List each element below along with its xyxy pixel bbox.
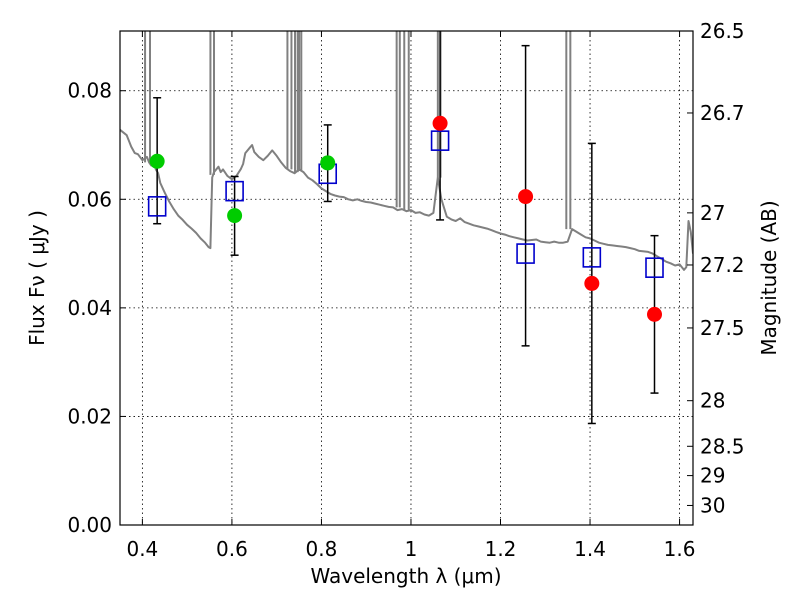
emission-line-spike	[209, 31, 216, 175]
right-y-tick-label: 27.2	[700, 253, 745, 277]
right-y-tick-label: 26.7	[700, 101, 745, 125]
emission-line-spike	[403, 31, 410, 211]
model-flux-square	[582, 247, 602, 268]
y-tick-label: 0.08	[67, 79, 112, 103]
emission-line-spike	[395, 31, 401, 208]
right-y-axis-label: Magnitude (AB)	[757, 200, 781, 355]
emission-line-spike	[294, 31, 299, 173]
right-y-tick-label: 28.5	[700, 434, 745, 458]
observed-flux-point	[584, 275, 600, 291]
x-tick-label: 1.6	[664, 537, 696, 561]
model-flux-square	[516, 243, 535, 264]
plot-area	[120, 31, 693, 425]
right-y-tick-label: 27	[700, 201, 725, 225]
observed-flux-point	[432, 115, 448, 131]
y-axis-label: Flux Fν ( μJy )	[25, 210, 49, 346]
plot-frame	[119, 30, 694, 526]
emission-line-spike	[144, 31, 151, 163]
observed-flux-point	[518, 189, 534, 205]
observed-flux-point	[149, 153, 165, 169]
model-spectrum-line	[120, 129, 693, 271]
model-flux-square	[645, 257, 664, 278]
y-tick-label: 0.00	[67, 513, 112, 537]
grid-lines	[120, 31, 693, 525]
x-tick-label: 0.6	[216, 537, 248, 561]
emission-line-spike	[286, 31, 293, 170]
right-y-tick-label: 30	[700, 493, 725, 517]
x-tick-label: 0.8	[306, 537, 338, 561]
y-tick-label: 0.04	[67, 296, 112, 320]
right-y-tick-label: 28	[700, 389, 725, 413]
right-y-tick-label: 26.5	[700, 19, 745, 43]
axis-ticks: 0.4 0.6 0.8 1 1.2 1.4 1.6 0.00 0.02 0.04 0.06 0.08 2…	[67, 19, 744, 561]
observed-flux-point	[647, 306, 663, 322]
x-tick-label: 0.4	[126, 537, 158, 561]
right-y-tick-label: 29	[700, 464, 725, 488]
emission-line-spike	[298, 31, 303, 172]
model-flux-square	[430, 130, 450, 151]
y-tick-label: 0.02	[67, 404, 112, 428]
right-y-tick-label: 27.5	[700, 316, 745, 340]
emission-line-spike	[565, 31, 572, 230]
observed-flux-point	[320, 155, 336, 171]
x-tick-label: 1.2	[485, 537, 517, 561]
y-tick-label: 0.06	[67, 187, 112, 211]
model-flux-square	[225, 180, 244, 202]
x-tick-label: 1.4	[574, 537, 606, 561]
x-tick-label: 1	[405, 537, 418, 561]
x-axis-label: Wavelength λ (μm)	[310, 564, 501, 588]
model-flux-square	[147, 196, 167, 217]
observed-flux-point	[227, 208, 243, 224]
